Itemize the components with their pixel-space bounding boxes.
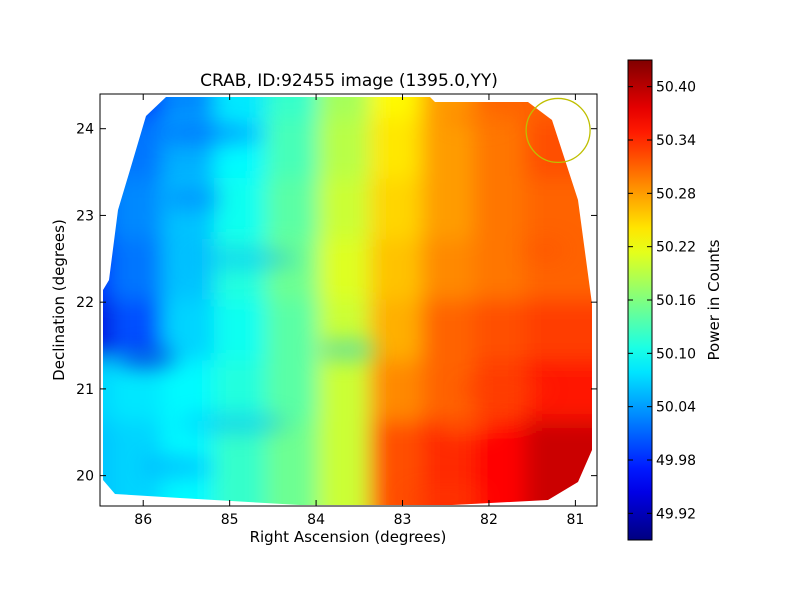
x-axis-ticks: 86 85 84 83 82 81 <box>134 94 584 528</box>
y-tick-label: 21 <box>76 382 94 398</box>
source-marker-circle <box>525 97 591 164</box>
x-tick-label: 83 <box>394 512 412 528</box>
heatmap-streak <box>402 488 489 505</box>
heatmap-streak <box>437 418 498 437</box>
heatmap-streak <box>117 349 178 368</box>
y-tick-label: 22 <box>76 295 94 311</box>
colorbar-ticks: 49.92 49.98 50.04 50.10 50.16 50.22 50.28 50.34… <box>628 80 696 522</box>
heatmap-image <box>103 97 592 505</box>
colorbar-tick-label: 50.16 <box>656 293 696 309</box>
x-tick-label: 86 <box>134 512 152 528</box>
heatmap-streak <box>160 189 222 208</box>
colorbar-label: Power in Counts <box>705 239 723 360</box>
y-tick-label: 23 <box>76 208 94 224</box>
plot-frame <box>99 93 598 507</box>
x-tick-label: 84 <box>307 512 325 528</box>
x-axis-label: Right Ascension (degrees) <box>250 528 447 546</box>
heatmap-streak <box>143 457 213 476</box>
heatmap-streak <box>523 241 567 260</box>
colorbar-tick-label: 50.34 <box>656 133 696 149</box>
chart-title: CRAB, ID:92455 image (1395.0,YY) <box>200 71 498 91</box>
colorbar-tick-label: 49.98 <box>656 453 696 469</box>
heatmap-streak <box>445 106 507 125</box>
colorbar-tick-label: 50.04 <box>656 400 696 416</box>
heatmap-streak <box>316 340 377 359</box>
x-tick-label: 81 <box>566 512 584 528</box>
heatmap-texture <box>117 106 567 505</box>
heatmap-streak <box>186 249 299 268</box>
colorbar-tick-label: 50.40 <box>656 80 696 96</box>
x-tick-label: 85 <box>221 512 239 528</box>
heatmap-streak <box>151 124 265 143</box>
x-tick-label: 82 <box>480 512 498 528</box>
y-axis-label: Declination (degrees) <box>50 219 68 381</box>
y-axis-ticks: 20 21 22 23 24 <box>76 122 597 485</box>
colorbar-tick-label: 50.28 <box>656 186 696 202</box>
heatmap-streak <box>177 414 291 433</box>
y-tick-label: 20 <box>76 469 94 485</box>
colorbar-tick-label: 50.22 <box>656 240 696 256</box>
heatmap-streak <box>454 379 550 398</box>
colorbar-tick-label: 49.92 <box>656 506 696 522</box>
y-tick-label: 24 <box>76 122 94 138</box>
colorbar-tick-label: 50.10 <box>656 346 696 362</box>
